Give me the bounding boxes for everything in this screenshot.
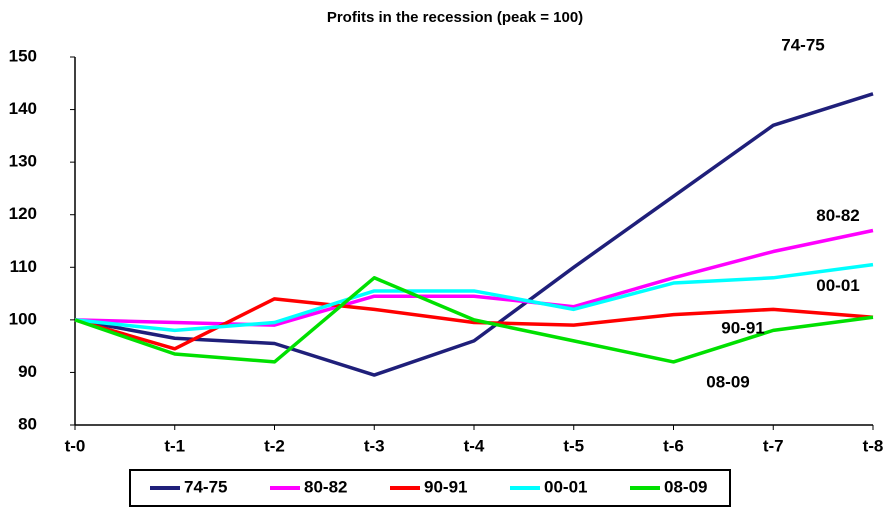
annotation: 90-91: [721, 319, 764, 338]
x-tick-label: t-3: [364, 436, 385, 455]
y-tick-label: 120: [9, 204, 37, 223]
x-tick-label: t-0: [65, 436, 86, 455]
y-tick-label: 90: [18, 362, 37, 381]
legend-label: 74-75: [184, 477, 227, 496]
series-line: [74, 276, 874, 364]
x-tick-label: t-1: [164, 436, 185, 455]
x-tick-label: t-8: [863, 436, 884, 455]
series-line: [74, 92, 874, 377]
x-tick-label: t-6: [663, 436, 684, 455]
annotation: 74-75: [781, 35, 824, 54]
annotation: 08-09: [706, 373, 749, 392]
y-tick-label: 140: [9, 99, 37, 118]
legend-label: 08-09: [664, 477, 707, 496]
x-tick-label: t-7: [763, 436, 784, 455]
x-tick-label: t-4: [464, 436, 485, 455]
y-tick-label: 150: [9, 46, 37, 65]
y-tick-label: 110: [10, 257, 37, 276]
x-tick-label: t-5: [563, 436, 584, 455]
legend-label: 90-91: [424, 477, 467, 496]
y-tick-label: 80: [18, 414, 37, 433]
series-line: [74, 228, 874, 327]
annotation: 00-01: [816, 276, 859, 295]
legend-label: 00-01: [544, 477, 587, 496]
y-tick-label: 100: [9, 309, 37, 328]
y-tick-label: 130: [9, 152, 37, 171]
chart-title: Profits in the recession (peak = 100): [327, 9, 583, 26]
x-tick-label: t-2: [264, 436, 285, 455]
series-line: [74, 262, 874, 333]
annotation: 80-82: [816, 206, 859, 225]
series-line: [74, 297, 874, 351]
legend-label: 80-82: [304, 477, 347, 496]
